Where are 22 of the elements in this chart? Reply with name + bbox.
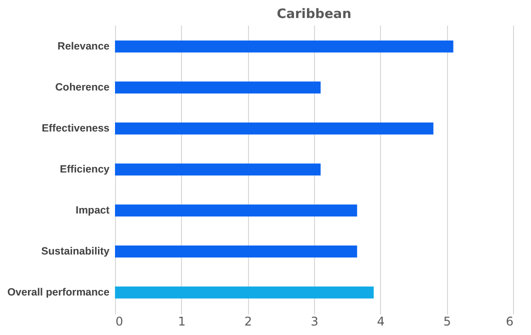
x-tick-label: 0 [116,314,124,328]
y-tick-label: Efficiency [60,164,110,176]
bar [115,286,374,298]
y-tick-label: Sustainability [41,245,110,258]
bar [115,82,321,94]
x-tick-label: 6 [506,314,514,328]
bar [115,204,358,216]
bar [115,122,434,135]
x-tick-label: 5 [443,314,451,328]
bar [115,164,321,176]
x-tick-label: 1 [178,314,186,328]
y-tick-label: Effectiveness [42,122,110,135]
bar [115,245,358,258]
x-tick-label: 4 [377,314,385,328]
y-tick-label: Impact [76,204,110,216]
y-tick-label: Coherence [55,82,110,94]
y-tick-label: Relevance [58,40,110,53]
y-tick-label: Overall performance [7,286,110,298]
chart-title: Caribbean [276,7,352,22]
x-tick-label: 3 [310,314,318,328]
x-tick-label: 2 [244,314,252,328]
bar [115,40,454,53]
